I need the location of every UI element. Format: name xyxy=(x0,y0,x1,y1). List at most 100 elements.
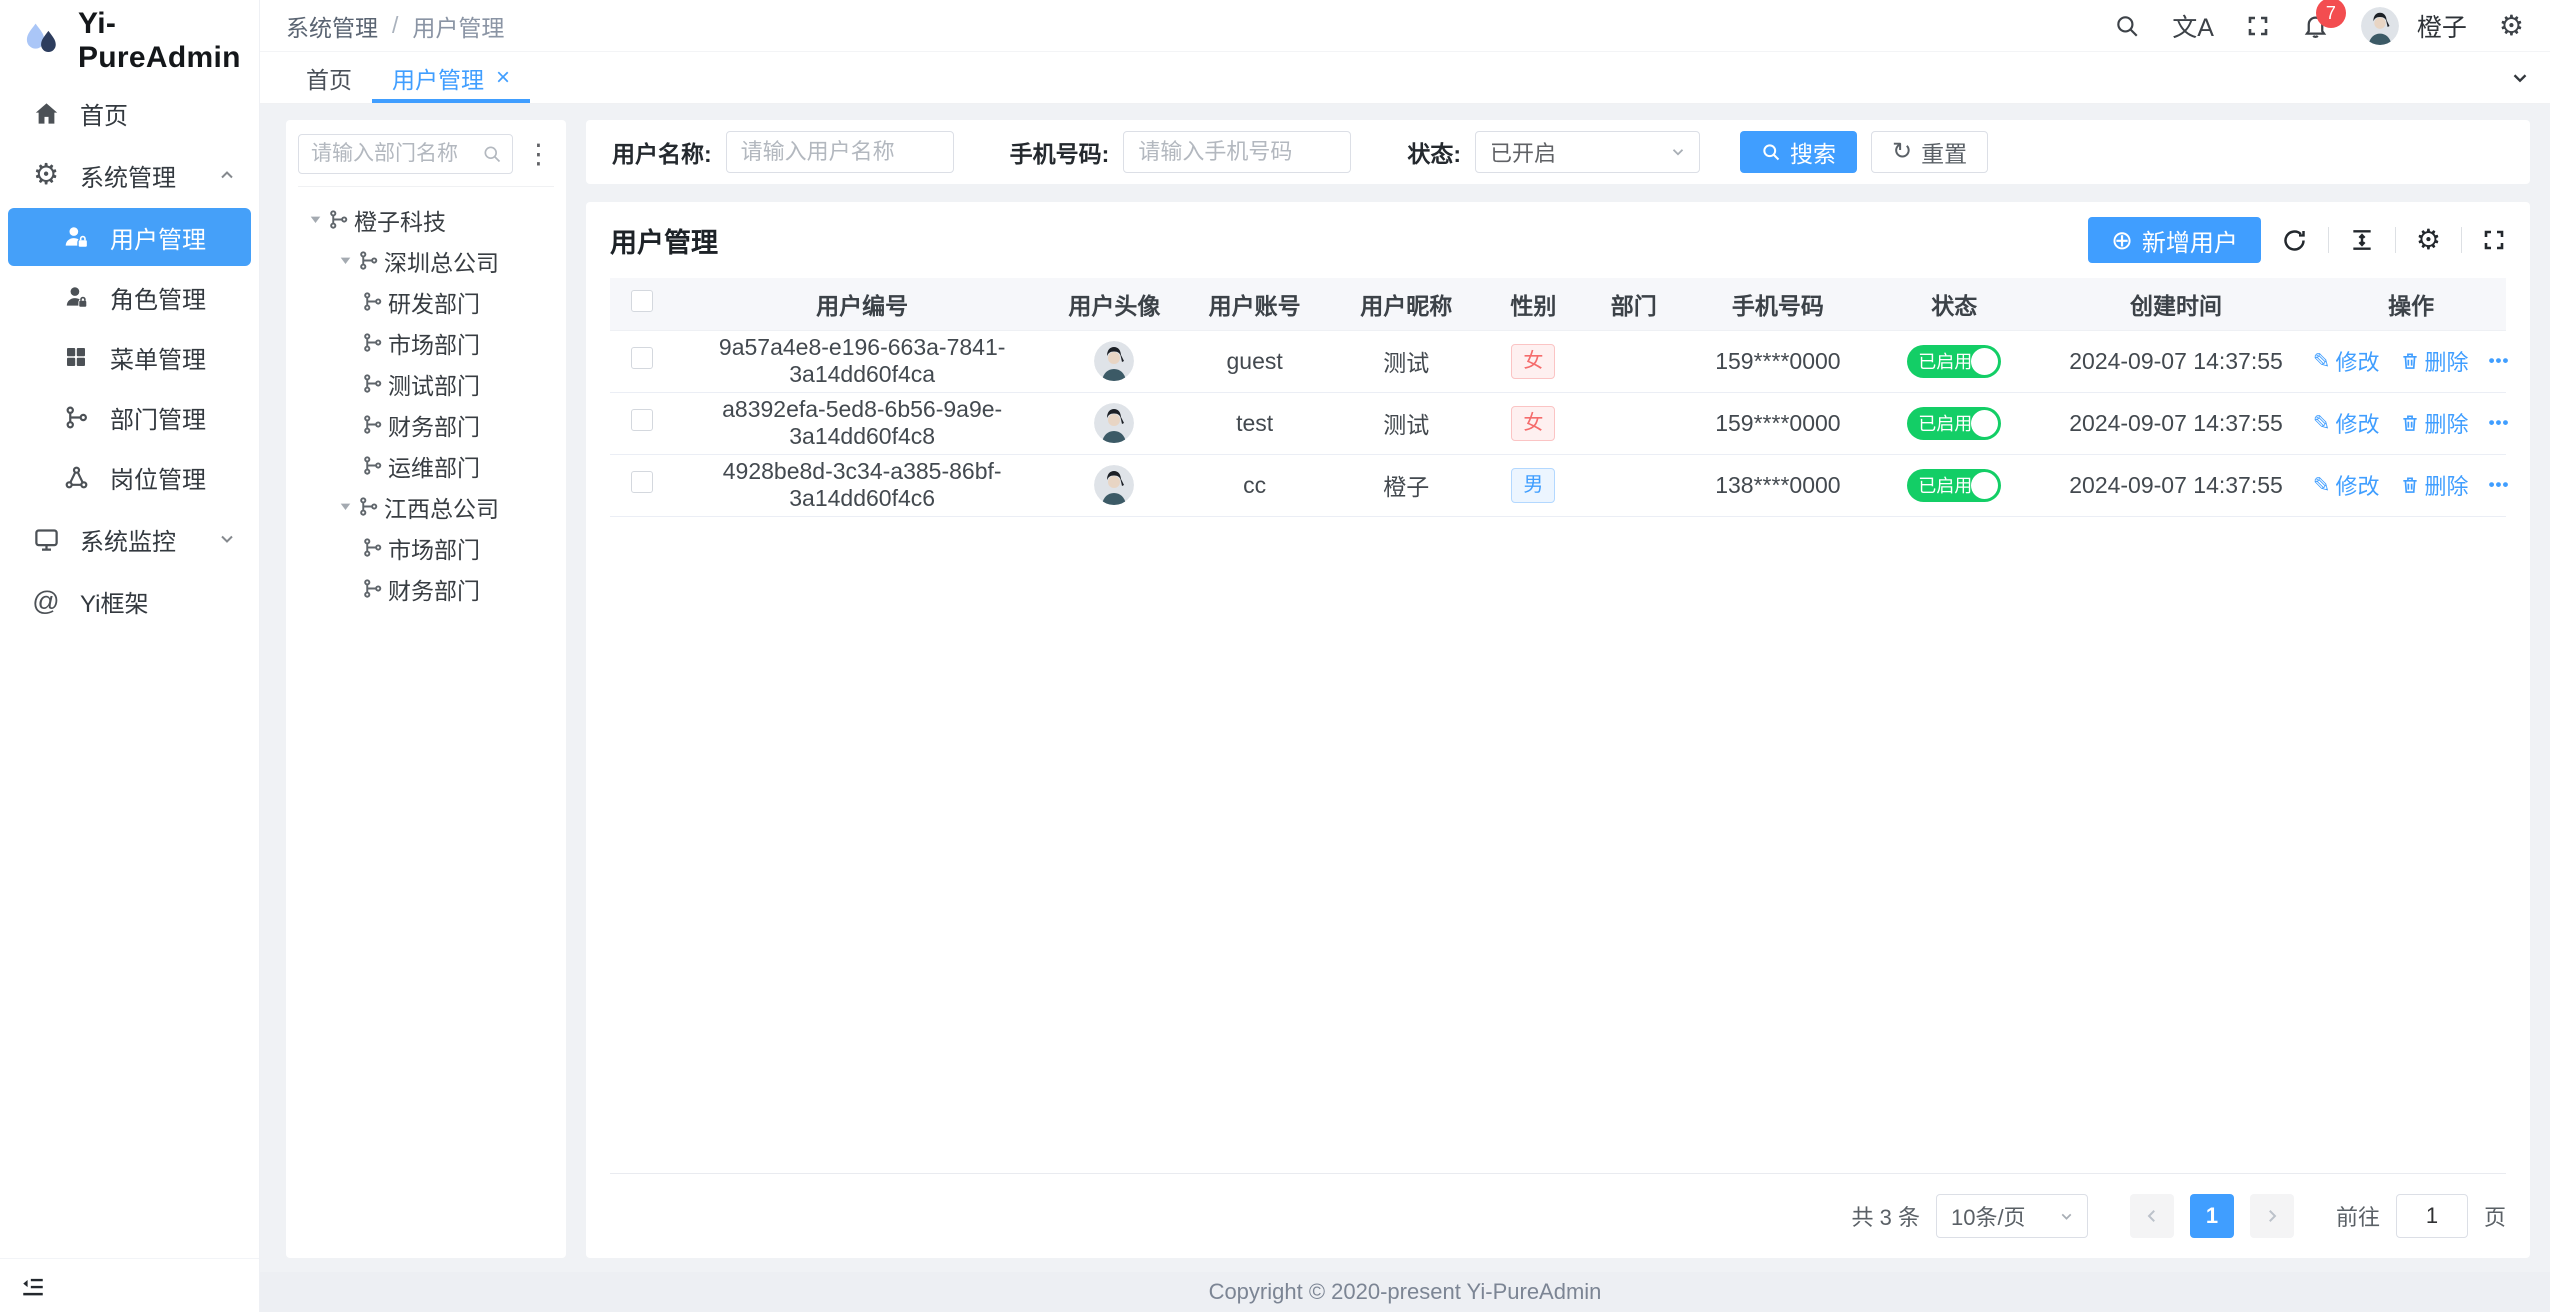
search-icon[interactable] xyxy=(2114,13,2140,39)
delete-button[interactable]: 删除 xyxy=(2400,345,2469,377)
tabs-dropdown-chevron-icon[interactable] xyxy=(2490,52,2550,103)
close-tab-icon[interactable]: × xyxy=(496,63,511,91)
department-search-field[interactable] xyxy=(298,134,513,174)
translate-icon[interactable]: 文A xyxy=(2172,13,2214,42)
breadcrumb-item[interactable]: 系统管理 xyxy=(286,14,378,41)
goto-page-input[interactable] xyxy=(2395,1194,2468,1238)
status-toggle[interactable]: 已启用 xyxy=(1907,344,2002,378)
avatar[interactable] xyxy=(2360,6,2399,45)
status-toggle-label: 已启用 xyxy=(1918,414,1973,434)
refresh-table-icon[interactable] xyxy=(2281,227,2308,254)
current-page-button[interactable]: 1 xyxy=(2189,1194,2234,1238)
sidebar-item-posts[interactable]: 岗位管理 xyxy=(8,448,251,506)
cell-phone: 138****0000 xyxy=(1683,454,1873,517)
sidebar-item-home[interactable]: 首页 xyxy=(0,82,259,144)
add-user-button[interactable]: ⊕ 新增用户 xyxy=(2088,217,2261,263)
tree-node[interactable]: 财务部门 xyxy=(298,568,554,609)
row-checkbox[interactable] xyxy=(631,409,654,431)
chevron-up-icon xyxy=(217,165,237,185)
column-header: 状态 xyxy=(1872,278,2036,331)
more-actions-icon[interactable]: ••• xyxy=(2488,475,2510,494)
page-size-select[interactable]: 10条/页 xyxy=(1935,1194,2088,1238)
toolbar-divider xyxy=(2461,227,2462,253)
cell-account: test xyxy=(1178,392,1331,455)
tree-node[interactable]: 江西总公司 xyxy=(298,486,554,527)
cell-nickname: 测试 xyxy=(1330,330,1483,393)
row-density-icon[interactable] xyxy=(2349,227,2375,253)
tree-node-label: 江西总公司 xyxy=(384,495,499,522)
notifications-bell-icon[interactable]: 7 xyxy=(2302,0,2346,39)
prev-page-button[interactable] xyxy=(2129,1194,2174,1238)
tree-node[interactable]: 市场部门 xyxy=(298,527,554,568)
branch-icon xyxy=(358,250,382,271)
search-button[interactable]: 搜索 xyxy=(1740,131,1858,173)
caret-down-icon[interactable] xyxy=(332,254,358,267)
cell-user-id: a8392efa-5ed8-6b56-9a9e-3a14dd60f4c8 xyxy=(674,392,1050,455)
sidebar-item-depts[interactable]: 部门管理 xyxy=(8,388,251,446)
tree-node[interactable]: 运维部门 xyxy=(298,445,554,486)
trash-icon xyxy=(2402,353,2417,369)
status-toggle[interactable]: 已启用 xyxy=(1907,406,2002,440)
user-avatar xyxy=(1094,403,1135,443)
username-filter-input[interactable] xyxy=(725,131,954,173)
tree-node[interactable]: 财务部门 xyxy=(298,404,554,445)
reset-button[interactable]: ↻ 重置 xyxy=(1871,131,1989,173)
select-all-checkbox[interactable] xyxy=(631,289,654,312)
tree-node[interactable]: 深圳总公司 xyxy=(298,240,554,281)
row-checkbox[interactable] xyxy=(631,347,654,369)
column-header: 用户账号 xyxy=(1178,278,1331,331)
status-toggle[interactable]: 已启用 xyxy=(1907,468,2002,502)
department-search-input[interactable] xyxy=(311,142,482,166)
more-vertical-icon[interactable]: ⋮ xyxy=(525,138,552,169)
add-user-label: 新增用户 xyxy=(2141,229,2238,257)
delete-button[interactable]: 删除 xyxy=(2400,407,2469,439)
more-actions-icon[interactable]: ••• xyxy=(2488,413,2510,432)
sidebar-item-system[interactable]: ⚙ 系统管理 xyxy=(0,144,259,206)
next-page-button[interactable] xyxy=(2249,1194,2294,1238)
phone-filter-input[interactable] xyxy=(1123,131,1352,173)
more-actions-icon[interactable]: ••• xyxy=(2488,351,2510,370)
right-column: 用户名称: 手机号码: 状态: 已开启 xyxy=(586,120,2530,1258)
tab-user-management[interactable]: 用户管理 × xyxy=(372,52,531,103)
tree-node[interactable]: 研发部门 xyxy=(298,281,554,322)
settings-gear-icon[interactable]: ⚙ xyxy=(2498,9,2524,41)
delete-button[interactable]: 删除 xyxy=(2400,469,2469,501)
sidebar-item-menus[interactable]: 菜单管理 xyxy=(8,328,251,386)
column-settings-gear-icon[interactable]: ⚙ xyxy=(2415,224,2441,255)
tree-node-label: 运维部门 xyxy=(388,454,480,481)
notification-badge: 7 xyxy=(2315,0,2346,28)
sidebar-item-roles[interactable]: 角色管理 xyxy=(8,268,251,326)
edit-button[interactable]: ✎ 修改 xyxy=(2312,411,2380,438)
tree-node-label: 市场部门 xyxy=(388,536,480,563)
table-fullscreen-icon[interactable] xyxy=(2482,228,2506,252)
sidebar-item-users[interactable]: 用户管理 xyxy=(8,208,251,266)
username[interactable]: 橙子 xyxy=(2416,13,2467,42)
tree-node[interactable]: 市场部门 xyxy=(298,322,554,363)
user-lock-icon xyxy=(60,221,92,253)
panel-title: 用户管理 xyxy=(610,227,718,258)
tree-node[interactable]: 橙子科技 xyxy=(298,199,554,240)
sidebar-item-monitor[interactable]: 系统监控 xyxy=(0,508,259,570)
fullscreen-icon[interactable] xyxy=(2246,14,2270,38)
collapse-sidebar-icon[interactable] xyxy=(20,1273,46,1299)
tree-node[interactable]: 测试部门 xyxy=(298,363,554,404)
caret-down-icon[interactable] xyxy=(332,500,358,513)
refresh-icon: ↻ xyxy=(1892,138,1913,165)
chevron-down-icon xyxy=(2058,1208,2075,1225)
column-header: 手机号码 xyxy=(1683,278,1873,331)
edit-button[interactable]: ✎ 修改 xyxy=(2312,349,2380,376)
trash-icon xyxy=(2402,415,2417,431)
sidebar-item-frame[interactable]: @ Yi框架 xyxy=(0,570,259,632)
tab-home[interactable]: 首页 xyxy=(286,52,372,103)
sidebar-item-label: 用户管理 xyxy=(110,226,206,254)
caret-down-icon[interactable] xyxy=(302,213,328,226)
row-checkbox[interactable] xyxy=(631,471,654,493)
branch-icon xyxy=(60,401,92,433)
edit-button[interactable]: ✎ 修改 xyxy=(2312,473,2380,500)
tree-node-label: 研发部门 xyxy=(388,290,480,317)
sidebar-item-label: 系统管理 xyxy=(80,164,176,192)
status-select[interactable]: 已开启 xyxy=(1475,131,1701,173)
logo[interactable]: Yi-PureAdmin xyxy=(0,0,259,82)
user-avatar xyxy=(1094,465,1135,505)
pencil-icon: ✎ xyxy=(2312,411,2331,435)
